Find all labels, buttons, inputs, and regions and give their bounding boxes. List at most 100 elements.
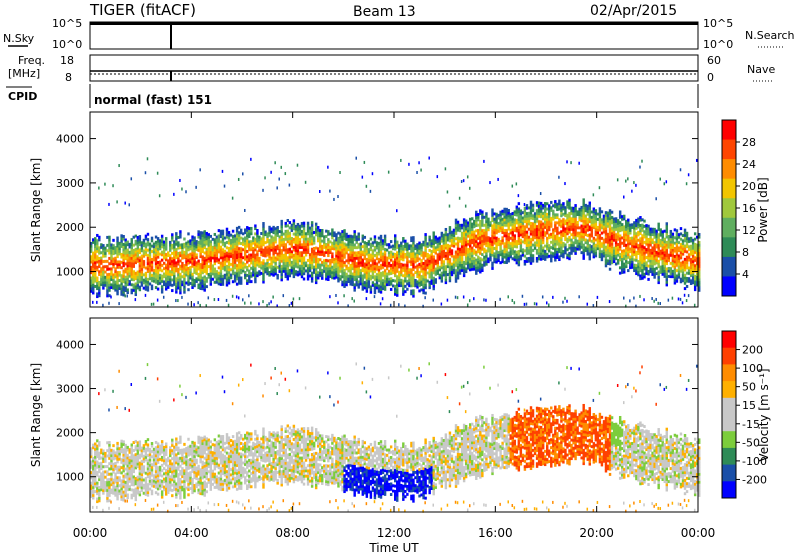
power-cell	[651, 233, 654, 237]
power-cell	[537, 241, 541, 245]
power-cell	[527, 238, 531, 242]
power-cell	[367, 253, 371, 257]
power-cell	[106, 235, 109, 239]
power-cell	[448, 260, 452, 264]
power-cell	[444, 241, 448, 245]
power-cell	[440, 276, 444, 280]
power-cell	[633, 181, 635, 185]
power-cell	[499, 229, 502, 233]
power-cell	[102, 265, 105, 269]
power-cell	[665, 227, 668, 231]
power-cell	[564, 227, 567, 231]
power-cell	[440, 247, 444, 251]
power-cell	[171, 251, 174, 255]
power-cell	[596, 212, 600, 216]
power-cell	[94, 269, 97, 273]
power-cell	[460, 253, 464, 257]
power-cell	[126, 277, 129, 281]
power-cell	[361, 282, 364, 286]
power-cell	[302, 242, 306, 246]
power-cell	[554, 200, 557, 204]
power-cell	[570, 233, 573, 237]
power-cell	[325, 261, 328, 265]
power-cell	[570, 246, 573, 250]
power-cell	[671, 296, 674, 300]
power-cell	[481, 213, 484, 217]
power-cell	[669, 232, 673, 236]
power-cell	[629, 236, 632, 240]
power-cell	[531, 206, 535, 210]
power-cell	[468, 217, 472, 221]
power-cell	[535, 249, 539, 252]
power-cell	[98, 270, 101, 274]
power-cell	[616, 235, 620, 239]
power-cell	[298, 224, 302, 228]
power-cell	[284, 261, 287, 265]
power-cell	[669, 237, 673, 241]
power-cell	[400, 244, 403, 248]
power-cell	[527, 251, 531, 255]
power-cell	[406, 271, 409, 275]
power-cell	[337, 231, 340, 235]
cpid-value: normal (fast) 151	[94, 93, 212, 107]
power-cell	[312, 241, 316, 245]
power-cell	[523, 230, 527, 234]
power-cell	[426, 271, 429, 275]
power-cell	[199, 281, 202, 285]
power-cell	[292, 261, 296, 265]
power-cell	[637, 244, 640, 248]
power-cell	[517, 236, 521, 240]
power-cell	[584, 203, 587, 207]
power-cell	[464, 259, 468, 263]
power-cell	[420, 288, 423, 292]
power-cell	[454, 263, 458, 267]
power-cell	[460, 239, 464, 243]
power-cell	[643, 267, 646, 271]
power-cell	[541, 241, 545, 245]
power-cell	[446, 273, 450, 277]
power-cell	[402, 268, 405, 272]
power-cell	[246, 228, 249, 232]
power-cell	[114, 272, 117, 276]
power-cell	[604, 245, 608, 249]
power-cell	[359, 245, 362, 249]
power-cell	[308, 266, 312, 270]
power-cell	[412, 268, 415, 272]
power-cell	[359, 247, 362, 251]
power-cell	[120, 266, 123, 270]
power-cell	[633, 263, 636, 267]
power-cell	[614, 251, 618, 255]
power-cell	[160, 250, 164, 254]
power-cell	[531, 256, 535, 260]
power-cell	[637, 222, 640, 226]
power-cell	[187, 272, 190, 276]
power-cell	[649, 243, 652, 247]
power-cell	[138, 264, 142, 268]
power-cell	[416, 170, 418, 174]
power-cell	[535, 211, 539, 215]
power-cell	[262, 261, 265, 265]
power-cell	[442, 262, 446, 266]
power-cell	[345, 272, 348, 276]
power-cell	[347, 269, 350, 273]
power-cell	[207, 257, 210, 261]
power-cell	[365, 252, 369, 256]
power-cell	[110, 256, 113, 260]
power-cell	[337, 250, 340, 254]
power-cell	[548, 244, 551, 248]
power-cell	[379, 253, 383, 257]
power-cell	[286, 219, 290, 222]
power-cell	[369, 237, 373, 241]
power-cell	[310, 258, 314, 262]
power-cell	[268, 228, 271, 232]
power-cell	[227, 260, 231, 264]
power-cell	[284, 245, 287, 249]
power-cell	[568, 243, 571, 247]
power-cell	[420, 277, 423, 281]
power-cell	[150, 276, 154, 280]
power-cell	[164, 237, 168, 241]
power-cell	[456, 241, 460, 245]
power-cell	[213, 240, 217, 244]
power-cell	[90, 247, 93, 251]
power-cell	[375, 267, 379, 271]
